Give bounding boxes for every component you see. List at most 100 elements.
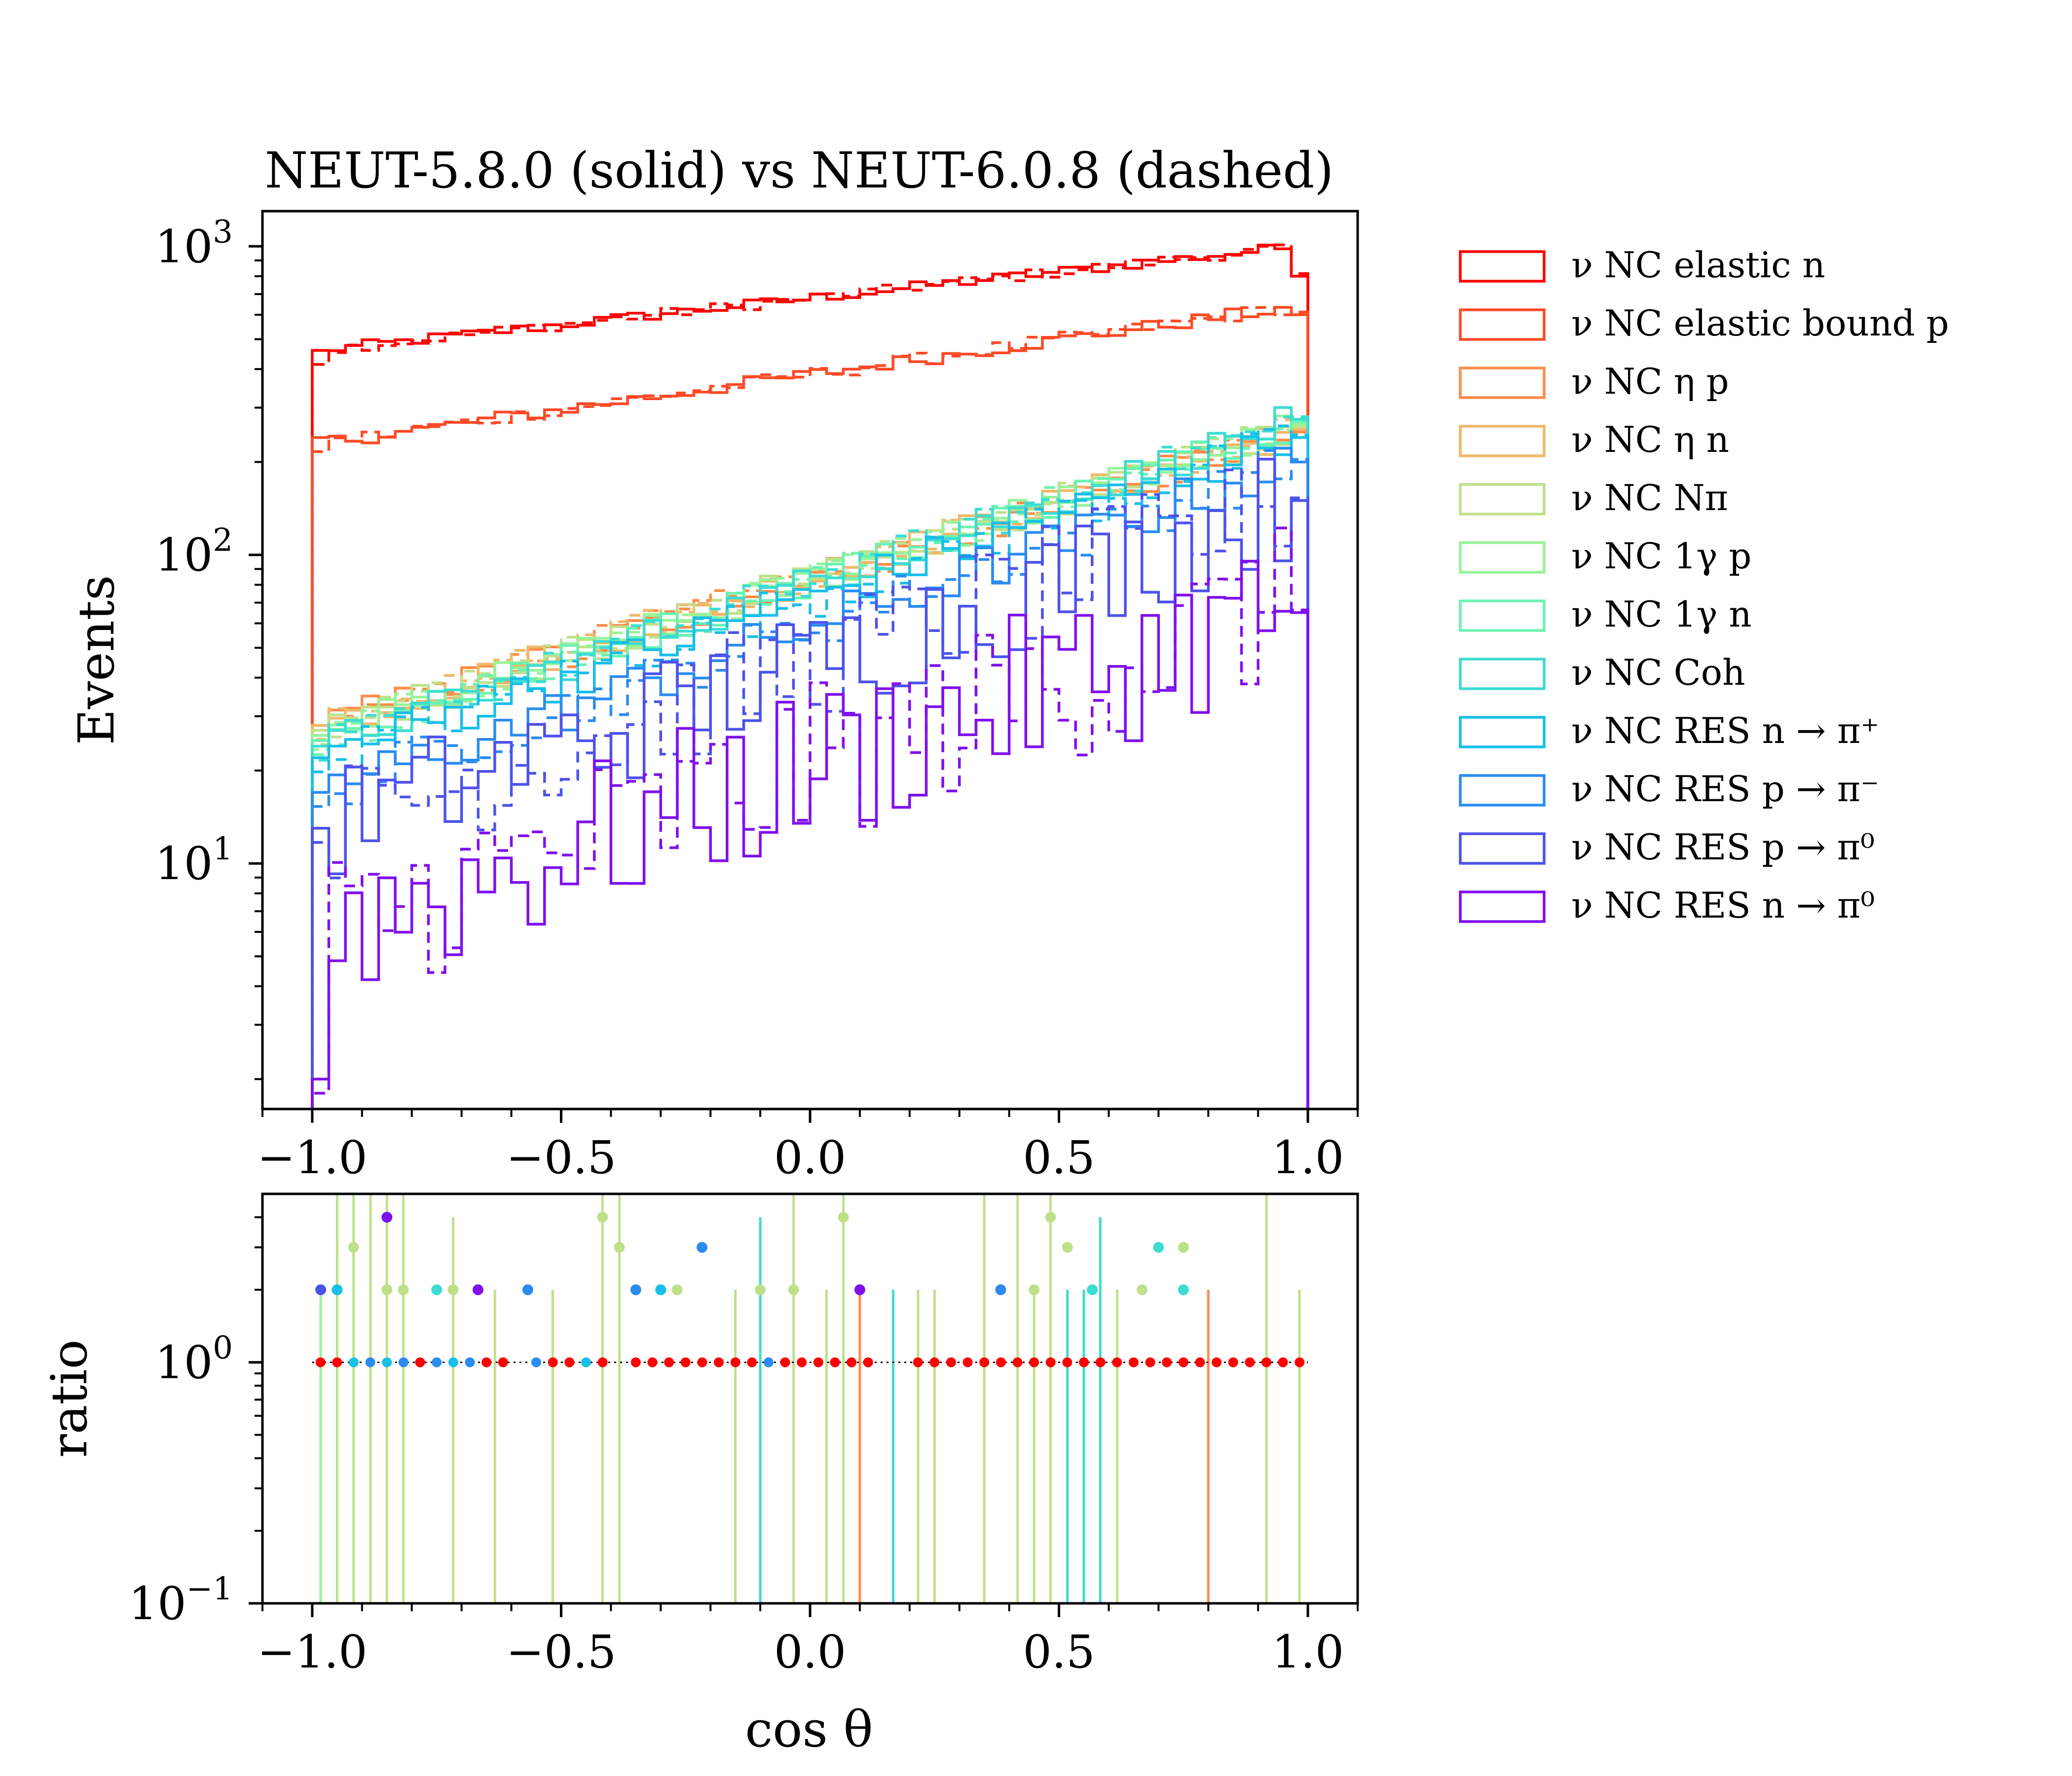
ratio-baseline-point — [581, 1357, 591, 1368]
ratio-baseline-point — [1162, 1357, 1172, 1368]
ratio-baseline-point — [763, 1357, 774, 1368]
legend-label: ν NC Coh — [1571, 652, 1745, 693]
ratio-baseline-point — [1261, 1357, 1271, 1368]
x-tick-label: −1.0 — [257, 1626, 367, 1678]
ratio-baseline-point — [1145, 1357, 1155, 1368]
ratio-baseline-point — [847, 1357, 857, 1368]
ratio-point — [381, 1284, 393, 1295]
ratio-baseline-point — [1212, 1357, 1222, 1368]
ratio-point — [655, 1284, 666, 1295]
ratio-baseline-point — [780, 1357, 790, 1368]
ratio-baseline-point — [647, 1357, 658, 1368]
ratio-point — [755, 1284, 766, 1295]
ratio-point — [447, 1284, 459, 1295]
ratio-baseline-point — [415, 1357, 425, 1368]
y-tick-label: 102 — [155, 522, 233, 582]
legend-label: ν NC RES p → π⁻ — [1571, 768, 1879, 810]
ratio-baseline-point — [1079, 1357, 1089, 1368]
ratio-point — [315, 1284, 327, 1295]
legend-label: ν NC RES n → π⁰ — [1571, 885, 1875, 926]
ratio-point — [1137, 1284, 1148, 1295]
legend-swatch — [1459, 890, 1546, 923]
ratio-baseline-point — [680, 1357, 691, 1368]
ratio-baseline-point — [1112, 1357, 1122, 1368]
ratio-baseline-point — [1029, 1357, 1039, 1368]
ratio-point — [1087, 1284, 1098, 1295]
x-tick-label: 0.5 — [1023, 1626, 1095, 1678]
series-12-dashed-line — [311, 526, 1309, 1109]
ratio-baseline-point — [747, 1357, 757, 1368]
y-tick-label: 10−1 — [129, 1571, 233, 1630]
legend-swatch — [1459, 367, 1546, 399]
ratio-baseline-point — [697, 1357, 707, 1368]
ratio-baseline-point — [996, 1357, 1006, 1368]
ratio-point — [838, 1212, 849, 1223]
ratio-baseline-point — [1228, 1357, 1238, 1368]
series-11-solid-line — [311, 457, 1309, 1109]
ratio-baseline-point — [315, 1357, 326, 1368]
series-11-dashed-line — [311, 468, 1309, 1109]
legend-label: ν NC elastic bound p — [1571, 302, 1949, 344]
ratio-y-axis-label: ratio — [40, 1339, 98, 1458]
ratio-point — [1029, 1284, 1040, 1295]
ratio-point — [697, 1242, 708, 1253]
ratio-point — [431, 1284, 443, 1295]
ratio-baseline-point — [349, 1357, 359, 1368]
legend-label: ν NC Nπ — [1571, 477, 1728, 518]
y-tick-label: 101 — [155, 831, 233, 890]
ratio-baseline-point — [332, 1357, 342, 1368]
ratio-baseline-point — [730, 1357, 740, 1368]
ratio-x-ticks: −1.0 −0.5 0.0 0.5 1.0 — [257, 1603, 1359, 1678]
legend-swatch — [1459, 483, 1546, 516]
ratio-baseline-point — [1195, 1357, 1205, 1368]
ratio-baseline-point — [714, 1357, 724, 1368]
ratio-baseline-point — [548, 1357, 558, 1368]
x-tick-label: 0.0 — [774, 1626, 846, 1678]
ratio-baseline-point — [597, 1357, 608, 1368]
ratio-baseline-point — [564, 1357, 575, 1368]
ratio-point — [597, 1212, 608, 1223]
main-series-group — [311, 243, 1309, 1109]
ratio-baseline-point — [1045, 1357, 1056, 1368]
ratio-baseline-point — [913, 1357, 923, 1368]
series-2-dashed-line — [311, 306, 1309, 1109]
ratio-point — [1062, 1242, 1073, 1253]
x-tick-label: −0.5 — [506, 1131, 616, 1184]
ratio-baseline-point — [432, 1357, 442, 1368]
legend-label: ν NC 1γ p — [1571, 535, 1751, 577]
x-tick-label: 0.0 — [774, 1131, 846, 1184]
ratio-point — [1045, 1212, 1056, 1223]
legend-swatch — [1459, 716, 1546, 748]
legend-swatch — [1459, 425, 1546, 457]
ratio-point — [398, 1284, 409, 1295]
legend-label: ν NC RES p → π⁰ — [1571, 826, 1875, 868]
ratio-point — [1178, 1242, 1189, 1253]
legend-swatch — [1459, 599, 1546, 632]
ratio-baseline-point — [664, 1357, 674, 1368]
chart-title: NEUT-5.8.0 (solid) vs NEUT-6.0.8 (dashed… — [265, 142, 1334, 199]
ratio-point — [854, 1284, 865, 1295]
ratio-baseline-point — [1245, 1357, 1255, 1368]
ratio-baseline-point — [830, 1357, 840, 1368]
ratio-baseline-point — [946, 1357, 956, 1368]
ratio-baseline-point — [448, 1357, 458, 1368]
legend-swatch — [1459, 250, 1546, 283]
legend-swatch — [1459, 832, 1546, 865]
main-y-ticks: 101 102 103 — [155, 214, 262, 1080]
ratio-baseline-point — [863, 1357, 873, 1368]
ratio-baseline-point — [1128, 1357, 1139, 1368]
ratio-point — [1178, 1284, 1189, 1295]
ratio-baseline-point — [1295, 1357, 1305, 1368]
x-tick-label: −0.5 — [506, 1626, 616, 1678]
x-tick-label: −1.0 — [257, 1131, 367, 1184]
ratio-point — [522, 1284, 533, 1295]
ratio-baseline-point — [382, 1357, 392, 1368]
series-9-dashed-line — [311, 424, 1309, 1109]
ratio-baseline-point — [979, 1357, 990, 1368]
ratio-baseline-point — [929, 1357, 940, 1368]
legend-swatch — [1459, 308, 1546, 341]
legend-label: ν NC η n — [1571, 419, 1729, 460]
legend-swatch — [1459, 774, 1546, 807]
legend-label: ν NC η p — [1571, 361, 1729, 402]
